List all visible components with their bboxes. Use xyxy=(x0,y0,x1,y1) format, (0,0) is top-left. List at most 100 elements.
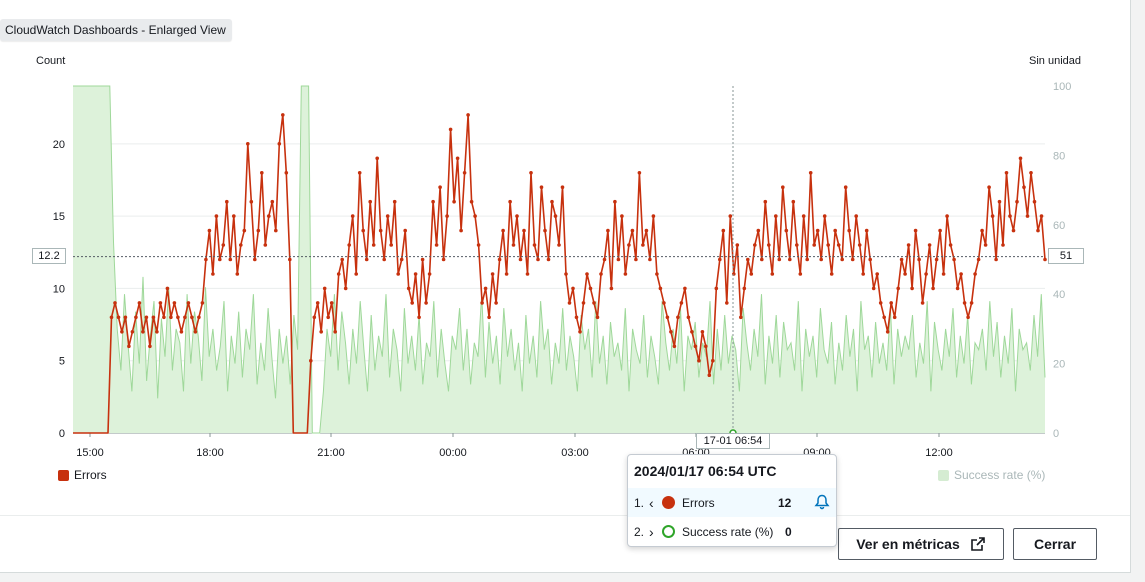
errors-point xyxy=(1004,171,1009,175)
errors-point xyxy=(385,214,390,218)
alarm-bell-icon[interactable] xyxy=(814,494,830,513)
left-crosshair-value: 12.2 xyxy=(32,248,66,264)
errors-point xyxy=(476,243,481,247)
errors-point xyxy=(155,330,159,334)
close-button[interactable]: Cerrar xyxy=(1013,528,1097,560)
errors-point xyxy=(441,257,446,262)
errors-point xyxy=(207,228,212,233)
errors-point xyxy=(1008,214,1012,218)
errors-point xyxy=(620,214,624,218)
row-series-name: Success rate (%) xyxy=(682,524,774,539)
errors-point xyxy=(906,243,911,247)
right-tick-label: 60 xyxy=(1053,220,1065,232)
errors-point xyxy=(270,199,275,204)
errors-point xyxy=(987,185,991,189)
errors-point xyxy=(994,257,998,262)
collapse-chevron-icon[interactable]: ‹ xyxy=(649,494,654,511)
errors-point xyxy=(448,127,453,132)
right-tick-label: 80 xyxy=(1053,150,1065,162)
errors-point xyxy=(969,301,974,305)
errors-point xyxy=(172,301,177,305)
errors-point xyxy=(836,243,841,247)
errors-point xyxy=(711,358,715,363)
errors-point xyxy=(976,257,981,262)
x-tick-label: 12:00 xyxy=(925,447,953,459)
errors-point xyxy=(938,228,942,233)
errors-point xyxy=(1039,214,1044,218)
errors-point xyxy=(455,156,460,161)
errors-point xyxy=(249,199,254,204)
errors-point xyxy=(371,243,376,247)
errors-point xyxy=(574,315,579,320)
errors-point xyxy=(109,315,114,320)
errors-point xyxy=(466,113,470,117)
errors-point xyxy=(899,257,904,262)
errors-point xyxy=(343,286,348,291)
errors-point xyxy=(497,257,502,262)
errors-point xyxy=(903,272,907,276)
errors-point xyxy=(651,214,656,218)
legend-success-label: Success rate (%) xyxy=(954,468,1046,482)
errors-point xyxy=(857,243,862,247)
errors-point xyxy=(679,301,684,305)
errors-point xyxy=(798,272,803,276)
errors-point xyxy=(847,228,851,233)
x-tick-label: 15:00 xyxy=(76,447,104,459)
errors-point xyxy=(557,243,561,247)
errors-point xyxy=(532,243,537,247)
errors-point xyxy=(1022,185,1026,189)
legend-success-rate[interactable]: Success rate (%) xyxy=(938,466,1045,484)
errors-point xyxy=(1043,257,1047,262)
errors-point xyxy=(490,272,495,276)
errors-point xyxy=(501,228,505,233)
errors-point xyxy=(137,301,142,305)
errors-point xyxy=(623,272,628,276)
errors-point xyxy=(931,286,935,291)
errors-point xyxy=(368,199,373,204)
close-label: Cerrar xyxy=(1033,536,1077,552)
errors-point xyxy=(980,228,984,233)
errors-point xyxy=(1029,171,1033,175)
errors-point xyxy=(808,171,813,175)
errors-point xyxy=(665,315,670,320)
errors-point xyxy=(997,199,1002,204)
errors-point xyxy=(795,243,799,247)
errors-point xyxy=(399,257,404,262)
errors-point xyxy=(260,171,264,175)
right-tick-label: 100 xyxy=(1053,81,1071,93)
errors-point xyxy=(885,330,890,334)
errors-point xyxy=(728,214,733,218)
errors-point xyxy=(382,257,387,262)
errors-point xyxy=(718,257,722,262)
expand-chevron-icon[interactable]: › xyxy=(649,523,654,540)
left-tick-label: 20 xyxy=(53,139,65,151)
errors-point xyxy=(595,315,600,320)
errors-point xyxy=(242,228,247,233)
tooltip-row-success-rate[interactable]: 2. › Success rate (%) 0 xyxy=(628,517,836,546)
errors-point xyxy=(329,301,334,305)
row-index: 1. xyxy=(634,495,645,510)
errors-point xyxy=(550,199,554,204)
errors-point xyxy=(410,301,415,305)
errors-point xyxy=(630,228,635,233)
errors-point xyxy=(169,315,173,320)
errors-point xyxy=(200,301,205,305)
errors-point xyxy=(221,243,226,247)
errors-point xyxy=(861,272,865,276)
tooltip-row-errors[interactable]: 1. ‹ Errors 12 xyxy=(628,488,836,517)
errors-point xyxy=(211,272,215,276)
errors-point xyxy=(228,257,233,262)
errors-point xyxy=(312,315,317,320)
errors-point xyxy=(347,243,352,247)
row-value: 0 xyxy=(785,524,792,539)
errors-point xyxy=(364,257,369,262)
legend-errors[interactable]: Errors xyxy=(58,466,107,484)
crosshair-time-label: 17-01 06:54 xyxy=(696,433,770,449)
errors-point xyxy=(336,272,341,276)
errors-point xyxy=(539,185,544,189)
footer-divider xyxy=(0,515,1130,516)
view-in-metrics-button[interactable]: Ver en métricas xyxy=(838,528,1004,560)
errors-point xyxy=(543,228,547,233)
errors-point xyxy=(504,272,509,276)
view-in-metrics-label: Ver en métricas xyxy=(856,536,960,552)
